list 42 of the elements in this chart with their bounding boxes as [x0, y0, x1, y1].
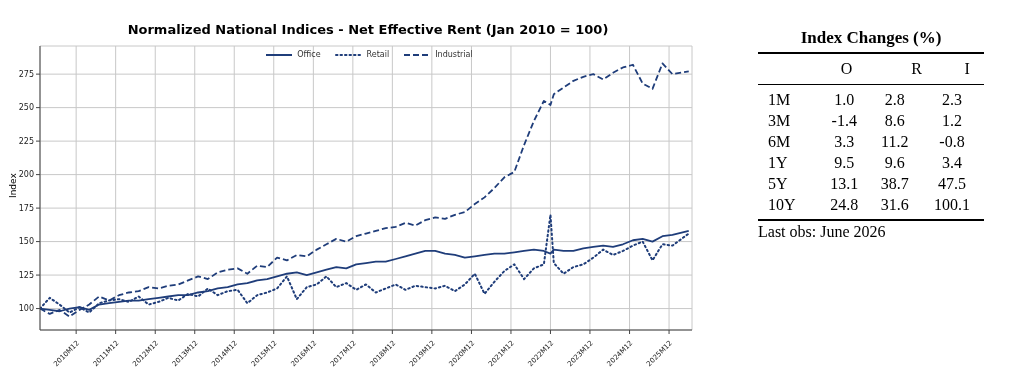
category-label: 10Y — [768, 196, 796, 213]
text: 9.5 — [834, 154, 855, 171]
text: 11.2 — [881, 133, 909, 150]
category-label: 6M — [768, 133, 791, 150]
text: 3.3 — [834, 133, 855, 150]
y-tick-label: 250 — [18, 103, 34, 113]
text: 9.6 — [884, 154, 905, 171]
text: 8.6 — [884, 112, 905, 129]
text: 2.8 — [884, 91, 905, 108]
category-label: 3M — [768, 112, 791, 129]
y-axis-title: Index — [8, 173, 18, 198]
chart-title: Normalized National Indices - Net Effective Rent (Jan 2010 = 100) — [126, 22, 610, 37]
text: Last obs: June 2026 — [758, 223, 887, 241]
y-tick-label: 275 — [18, 69, 34, 79]
text: 13.1 — [830, 175, 859, 192]
category-label: O — [839, 59, 854, 79]
category-label: 1M — [768, 91, 791, 108]
text: 38.7 — [880, 175, 909, 192]
category-label: R — [910, 59, 923, 79]
text: 100.1 — [934, 196, 970, 213]
legend-label: Office — [296, 50, 321, 59]
text: 1.2 — [942, 112, 962, 129]
legend-label: Retail — [365, 50, 390, 59]
y-tick-label: 125 — [18, 270, 34, 280]
text: 24.8 — [830, 196, 859, 213]
category-label: 5Y — [768, 175, 788, 192]
y-tick-label: 100 — [18, 304, 34, 314]
text: -1.4 — [831, 112, 857, 129]
legend-label: Industrial — [434, 50, 473, 59]
text: Index Changes (%) — [799, 28, 943, 48]
y-tick-label: 150 — [18, 237, 34, 247]
y-tick-label: 225 — [18, 136, 34, 146]
text: -0.8 — [939, 133, 965, 150]
text: 1.0 — [834, 91, 855, 108]
category-label: I — [963, 59, 971, 79]
text: 3.4 — [942, 154, 962, 171]
text: 31.6 — [880, 196, 909, 213]
category-label: 1Y — [768, 154, 788, 171]
text: 2.3 — [942, 91, 962, 108]
text: 47.5 — [938, 175, 966, 192]
y-tick-label: 175 — [18, 203, 34, 213]
y-tick-label: 200 — [18, 170, 34, 180]
